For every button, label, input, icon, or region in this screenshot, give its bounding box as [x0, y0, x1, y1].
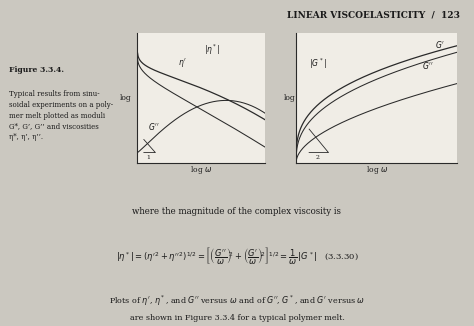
Text: 2: 2 — [316, 155, 319, 160]
Text: Typical results from sinu-
soidal experiments on a poly-
mer melt plotted as mod: Typical results from sinu- soidal experi… — [9, 90, 114, 141]
Text: log: log — [119, 94, 131, 102]
Text: Figure 3.3.4.: Figure 3.3.4. — [9, 67, 64, 74]
Text: $|\eta^*| = (\eta^{\prime\,2} + \eta^{\prime\prime\,2})^{1/2} = \left[\left(\dfr: $|\eta^*| = (\eta^{\prime\,2} + \eta^{\p… — [116, 245, 358, 266]
Text: $G'$: $G'$ — [435, 39, 445, 50]
Text: $|\eta^*|$: $|\eta^*|$ — [204, 43, 220, 57]
X-axis label: log $\omega$: log $\omega$ — [190, 164, 213, 176]
Text: log: log — [283, 94, 295, 102]
Text: $G''$: $G''$ — [148, 121, 159, 132]
Text: $\eta'$: $\eta'$ — [178, 56, 187, 69]
Text: LINEAR VISCOELASTICITY  /  123: LINEAR VISCOELASTICITY / 123 — [287, 11, 460, 20]
Text: $G''$: $G''$ — [422, 60, 433, 71]
X-axis label: log $\omega$: log $\omega$ — [365, 164, 388, 176]
Text: 1: 1 — [146, 155, 150, 160]
Text: where the magnitude of the complex viscosity is: where the magnitude of the complex visco… — [133, 207, 341, 216]
Text: $|G^*|$: $|G^*|$ — [309, 56, 327, 70]
Text: are shown in Figure 3.3.4 for a typical polymer melt.: are shown in Figure 3.3.4 for a typical … — [129, 314, 345, 322]
Text: Plots of $\eta'$, $\eta^*$, and $G''$ versus $\omega$ and of $G''$, $G^*$, and $: Plots of $\eta'$, $\eta^*$, and $G''$ ve… — [109, 293, 365, 308]
